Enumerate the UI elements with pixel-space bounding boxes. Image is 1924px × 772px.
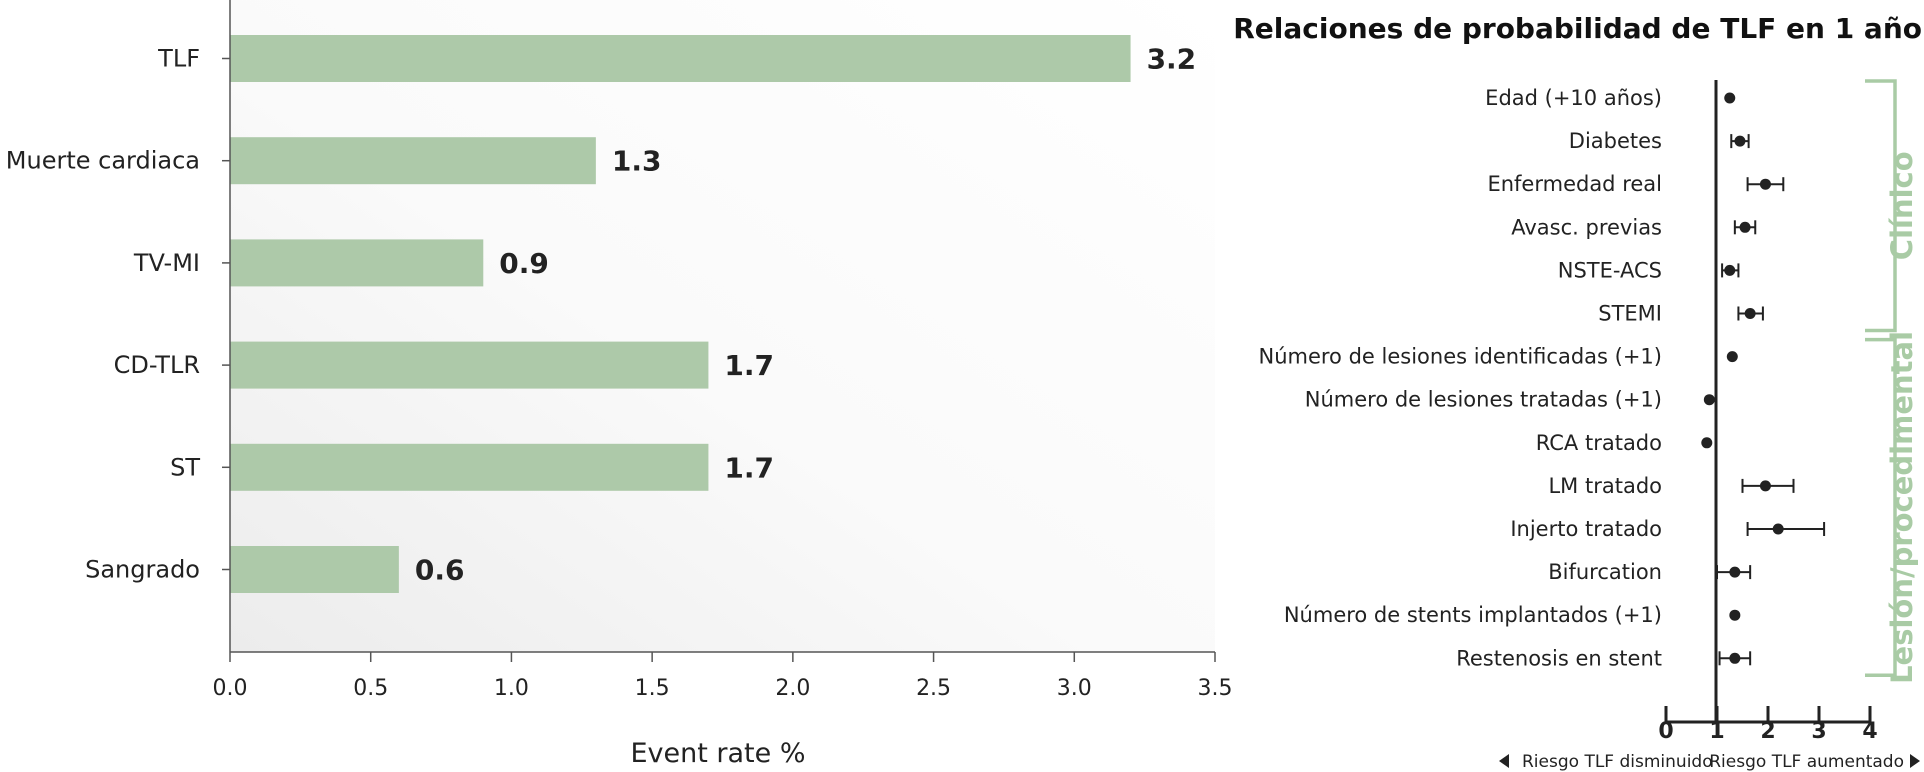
point-estimate — [1726, 351, 1738, 363]
odds-ratio-forest-plot: Relaciones de probabilidad de TLF en 1 a… — [1233, 12, 1922, 772]
bar-value-label: 1.7 — [724, 349, 774, 382]
forest-x-tick-label: 4 — [1862, 719, 1877, 744]
bar-x-axis-title: Event rate % — [630, 738, 805, 769]
forest-row-label: NSTE-ACS — [1558, 258, 1662, 282]
forest-row-label: Enfermedad real — [1487, 172, 1662, 196]
bar-x-tick-label: 3.0 — [1057, 676, 1092, 701]
bar-category-label: TLF — [157, 45, 200, 73]
bar-x-tick-label: 2.5 — [916, 676, 951, 701]
group-brackets: Clínico Lesión/procedimental — [1865, 79, 1919, 684]
bar-plot-background — [230, 0, 1215, 652]
bar-value-label: 1.7 — [724, 451, 774, 484]
bar-x-tick-label: 1.0 — [494, 676, 529, 701]
arrow-left-icon — [1499, 754, 1509, 768]
forest-row-label: Injerto tratado — [1510, 517, 1662, 541]
forest-row-label: Restenosis en stent — [1456, 646, 1662, 670]
forest-row-label: Número de lesiones tratadas (+1) — [1305, 388, 1662, 412]
forest-row-label: Número de stents implantados (+1) — [1284, 603, 1662, 627]
bar-value-label: 0.6 — [415, 554, 465, 587]
forest-x-ticks: 0 1 2 3 4 — [1658, 706, 1878, 744]
forest-x-tick-label: 3 — [1811, 719, 1826, 744]
forest-x-tick-label: 2 — [1760, 719, 1775, 744]
bar-x-ticks: 0.0 0.5 1.0 1.5 2.0 2.5 3.0 3.5 — [213, 652, 1233, 701]
point-estimate — [1739, 221, 1751, 233]
bar — [230, 35, 1131, 82]
point-estimate — [1734, 135, 1746, 147]
bars-layer: TLF 3.2 Muerte cardiaca 1.3 TV-MI 0.9 CD-TLR 1.… — [6, 35, 1196, 593]
bar-category-label: Muerte cardiaca — [6, 147, 200, 175]
group-label: Clínico — [1885, 151, 1919, 260]
group-bracket — [1865, 337, 1897, 678]
forest-row-label: STEMI — [1598, 302, 1662, 326]
forest-x-tick-label: 1 — [1709, 719, 1724, 744]
event-rate-bar-chart: TLF 3.2 Muerte cardiaca 1.3 TV-MI 0.9 CD-TLR 1.… — [6, 0, 1233, 769]
bar — [230, 341, 709, 389]
forest-row-label: Avasc. previas — [1511, 215, 1662, 239]
point-estimate — [1701, 437, 1713, 449]
forest-row-label: Diabetes — [1569, 129, 1662, 153]
bar-value-label: 1.3 — [612, 145, 662, 178]
bar-category-label: ST — [170, 453, 200, 481]
direction-right-label: Riesgo TLF aumentado — [1709, 752, 1904, 772]
forest-row-label: Bifurcation — [1548, 560, 1662, 584]
forest-row-label: Número de lesiones identificadas (+1) — [1258, 345, 1662, 369]
bar-category-label: TV-MI — [133, 249, 200, 277]
bar — [230, 137, 596, 185]
bar-value-label: 0.9 — [499, 247, 549, 280]
bar-x-tick-label: 0.5 — [353, 676, 388, 701]
point-estimate — [1759, 480, 1771, 492]
point-estimate — [1729, 566, 1741, 578]
point-estimate — [1744, 308, 1756, 319]
direction-left-label: Riesgo TLF disminuido — [1522, 752, 1713, 772]
point-estimate — [1772, 523, 1784, 535]
bar — [230, 546, 399, 593]
forest-row-label: LM tratado — [1548, 474, 1662, 498]
point-estimate — [1724, 264, 1736, 276]
bar-x-tick-label: 1.5 — [635, 676, 670, 701]
point-estimate — [1729, 652, 1741, 664]
arrow-right-icon — [1910, 754, 1920, 768]
bar-x-tick-label: 0.0 — [213, 676, 248, 701]
bar — [230, 239, 484, 287]
point-estimate — [1729, 609, 1741, 621]
point-estimate — [1703, 394, 1715, 406]
point-estimate — [1724, 92, 1736, 104]
group-bracket — [1865, 79, 1897, 333]
bar-x-tick-label: 3.5 — [1198, 676, 1233, 701]
bar-value-label: 3.2 — [1147, 43, 1197, 76]
group-label: Lesión/procedimental — [1885, 331, 1919, 684]
forest-x-tick-label: 0 — [1658, 719, 1673, 744]
forest-title: Relaciones de probabilidad de TLF en 1 a… — [1233, 12, 1922, 45]
forest-rows: Edad (+10 años) Diabetes Enfermedad real Av… — [1258, 86, 1826, 670]
bar-category-label: CD-TLR — [114, 351, 200, 379]
forest-row-label: RCA tratado — [1536, 431, 1662, 455]
bar-x-tick-label: 2.0 — [775, 676, 810, 701]
bar — [230, 443, 709, 491]
forest-row-label: Edad (+10 años) — [1485, 86, 1662, 110]
point-estimate — [1759, 178, 1771, 190]
bar-category-label: Sangrado — [85, 556, 200, 584]
